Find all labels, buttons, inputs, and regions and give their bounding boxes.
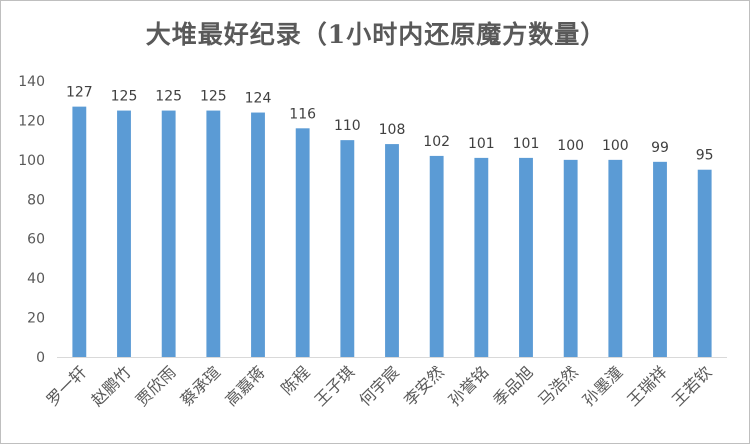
- y-tick-label: 0: [36, 350, 45, 366]
- x-tick-label: 李安然: [400, 362, 447, 409]
- bar: [251, 112, 265, 358]
- data-label: 99: [651, 140, 669, 156]
- y-tick-label: 120: [18, 113, 45, 129]
- x-tick-label: 季品旭: [489, 362, 536, 409]
- x-tick-label: 马浩然: [534, 362, 581, 409]
- x-tick-label: 孙墨潼: [579, 362, 626, 409]
- bar: [161, 110, 176, 357]
- bar: [474, 157, 489, 357]
- y-tick-label: 20: [27, 311, 45, 327]
- y-tick-label: 60: [27, 232, 45, 248]
- y-tick-label: 100: [18, 153, 45, 169]
- bar: [519, 157, 533, 357]
- y-tick-label: 40: [27, 271, 45, 287]
- data-label: 102: [423, 134, 450, 150]
- x-tick-label: 王子琪: [311, 362, 358, 409]
- bar: [563, 159, 578, 357]
- bar: [340, 140, 355, 357]
- data-label: 125: [155, 89, 182, 105]
- x-tick-label: 高嘉蒋: [221, 362, 268, 409]
- data-label: 100: [602, 138, 629, 154]
- bar: [653, 161, 667, 357]
- data-label: 127: [66, 85, 93, 101]
- x-tick-label: 陈程: [277, 362, 313, 398]
- bar: [385, 144, 399, 357]
- x-tick-label: 何宇宸: [355, 362, 402, 409]
- data-label: 110: [334, 118, 361, 134]
- x-tick-label: 王若钦: [668, 362, 715, 409]
- x-tick-label: 王瑞祥: [623, 362, 670, 409]
- data-label: 101: [468, 136, 495, 152]
- data-labels: 127 125 125 125 124 116 110 108 102 101 101 100 100 9…: [66, 85, 714, 164]
- bar: [608, 159, 623, 357]
- y-axis-ticks: 0 20 40 60 80 100 120 140: [18, 74, 45, 366]
- x-tick-label: 贾欣雨: [132, 362, 179, 409]
- data-label: 124: [245, 91, 272, 107]
- data-label: 125: [200, 89, 227, 105]
- data-label: 116: [289, 106, 316, 122]
- x-tick-label: 蔡承瑄: [177, 362, 224, 409]
- bar: [206, 110, 221, 357]
- data-label: 125: [111, 89, 138, 105]
- chart-title: 大堆最好纪录（1小时内还原魔方数量）: [145, 20, 607, 49]
- y-tick-label: 140: [18, 74, 45, 90]
- bar: [295, 128, 310, 357]
- y-tick-label: 80: [27, 192, 45, 208]
- bar: [117, 110, 131, 357]
- data-label: 95: [696, 148, 714, 164]
- bar: [72, 106, 87, 357]
- bar: [429, 155, 444, 357]
- data-label: 108: [379, 122, 406, 138]
- x-tick-label: 孙誉铭: [445, 362, 492, 409]
- data-label: 100: [557, 138, 584, 154]
- x-tick-label: 赵鹏竹: [87, 362, 134, 409]
- data-label: 101: [513, 136, 540, 152]
- bar-series: [72, 106, 712, 358]
- bar: [697, 169, 712, 357]
- x-tick-label: 罗一轩: [43, 362, 90, 409]
